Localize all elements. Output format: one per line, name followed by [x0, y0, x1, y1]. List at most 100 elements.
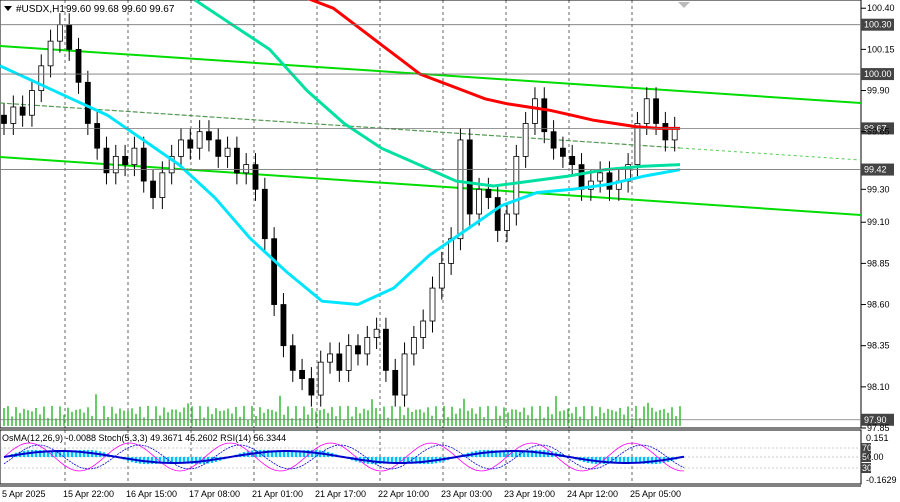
candle-body	[112, 155, 119, 174]
candle-body	[10, 106, 17, 124]
time-tick-label: 5 Apr 2025	[2, 489, 46, 499]
candle-body	[271, 238, 278, 305]
candle-body	[476, 188, 482, 215]
candle-body	[345, 345, 352, 371]
chart-title: #USDX,H1 99.60 99.68 99.60 99.67	[4, 4, 175, 15]
candle-body	[233, 147, 240, 174]
candle-body	[84, 81, 91, 124]
candle-body	[550, 131, 557, 149]
price-level-label: 100.30	[864, 20, 892, 30]
price-level-label: 99.67	[864, 123, 887, 133]
candle-body	[47, 40, 54, 67]
stochastic-main-line	[3, 442, 685, 472]
time-tick-label: 25 Apr 05:00	[630, 489, 681, 499]
candle-body	[401, 353, 408, 396]
price-tick-label: 98.85	[867, 258, 890, 268]
candle-body	[299, 369, 305, 380]
price-tick-label: 100.15	[867, 44, 895, 54]
candle-body	[466, 139, 473, 215]
candle-body	[168, 155, 175, 174]
candle-body	[373, 328, 380, 338]
candle-body	[308, 378, 315, 396]
candle-body	[1, 114, 7, 124]
symbol-title: #USDX,H1	[16, 4, 65, 15]
candle-body	[261, 188, 268, 240]
candle-body	[196, 131, 203, 149]
price-tick-label: 99.30	[867, 184, 890, 194]
indicator-level-box	[861, 452, 871, 462]
price-tick-label: 98.35	[867, 341, 890, 351]
candle-body	[38, 65, 45, 91]
price-level-label: 99.42	[864, 165, 887, 175]
candle-body	[662, 123, 669, 141]
dropdown-arrow-icon[interactable]	[4, 6, 12, 11]
price-level-label: 97.90	[864, 415, 887, 425]
channel-upper-line	[0, 45, 862, 104]
candle-body	[327, 353, 333, 363]
price-level-lines: 100.30 100.00 99.67 99.42 97.90	[0, 18, 894, 426]
candle-body	[634, 123, 641, 166]
candle-body	[140, 147, 147, 182]
candle-body	[392, 369, 399, 396]
candle-body	[159, 172, 166, 198]
candle-body	[429, 287, 436, 322]
main-chart-frame	[0, 0, 862, 429]
candle-body	[383, 328, 389, 371]
candle-body	[317, 361, 324, 396]
candle-body	[643, 98, 650, 124]
candle-body	[513, 155, 520, 215]
candle-body	[289, 345, 296, 371]
indicator-level-box	[861, 443, 871, 453]
price-tick-label: 98.60	[867, 300, 890, 310]
candle-body	[94, 123, 101, 149]
candle-body	[187, 139, 194, 149]
time-axis: 5 Apr 2025 15 Apr 22:00 16 Apr 15:00 17 Apr…	[0, 485, 861, 499]
candle-body	[578, 164, 585, 190]
candle-body	[597, 172, 604, 182]
candle-body	[206, 131, 212, 141]
scroll-marker-icon[interactable]	[678, 2, 690, 8]
candle-body	[178, 139, 184, 157]
moving-average-green	[194, 0, 681, 188]
indicator-level-label: 30	[862, 463, 872, 473]
time-tick-label: 21 Apr 17:00	[315, 489, 366, 499]
indicator-tick-label: 0.151	[866, 433, 889, 443]
time-tick-label: 17 Apr 08:00	[189, 489, 240, 499]
price-tick-label: 99.65	[867, 127, 890, 137]
price-level-box	[861, 122, 894, 135]
stochastic-signal-line	[3, 444, 685, 470]
channel-mid-extension	[679, 147, 862, 161]
candle-body	[457, 139, 464, 240]
candle-body	[19, 106, 26, 116]
price-tick-label: 100.40	[867, 3, 895, 13]
candle-body	[56, 24, 63, 42]
candle-body	[364, 337, 371, 355]
candle-body	[243, 164, 250, 174]
candle-body	[215, 139, 222, 157]
candle-body	[66, 24, 73, 50]
candle-body	[560, 147, 566, 157]
candle-body	[420, 320, 427, 338]
candle-body	[653, 98, 659, 124]
price-tick-label: 98.10	[867, 382, 890, 392]
time-tick-label: 23 Apr 19:00	[504, 489, 555, 499]
time-tick-label: 23 Apr 03:00	[441, 489, 492, 499]
candle-body	[606, 172, 613, 190]
candlesticks[interactable]	[1, 13, 678, 407]
moving-average-cyan	[0, 64, 681, 307]
grid-lines	[64, 0, 633, 484]
price-level-box	[861, 163, 894, 176]
indicator-tick-label: -0.1629	[866, 475, 897, 485]
time-tick-label: 16 Apr 15:00	[126, 489, 177, 499]
channel-mid-line	[0, 102, 681, 149]
candle-body	[504, 213, 510, 231]
price-axis: 100.40 100.15 99.90 99.65 99.30 99.10 98.85 98.…	[861, 3, 897, 485]
price-level-box	[861, 68, 894, 81]
indicator-level-label: 50	[862, 452, 872, 462]
candle-body	[522, 123, 529, 157]
candle-body	[336, 353, 343, 371]
rsi-line	[3, 450, 685, 464]
candle-body	[131, 147, 138, 166]
